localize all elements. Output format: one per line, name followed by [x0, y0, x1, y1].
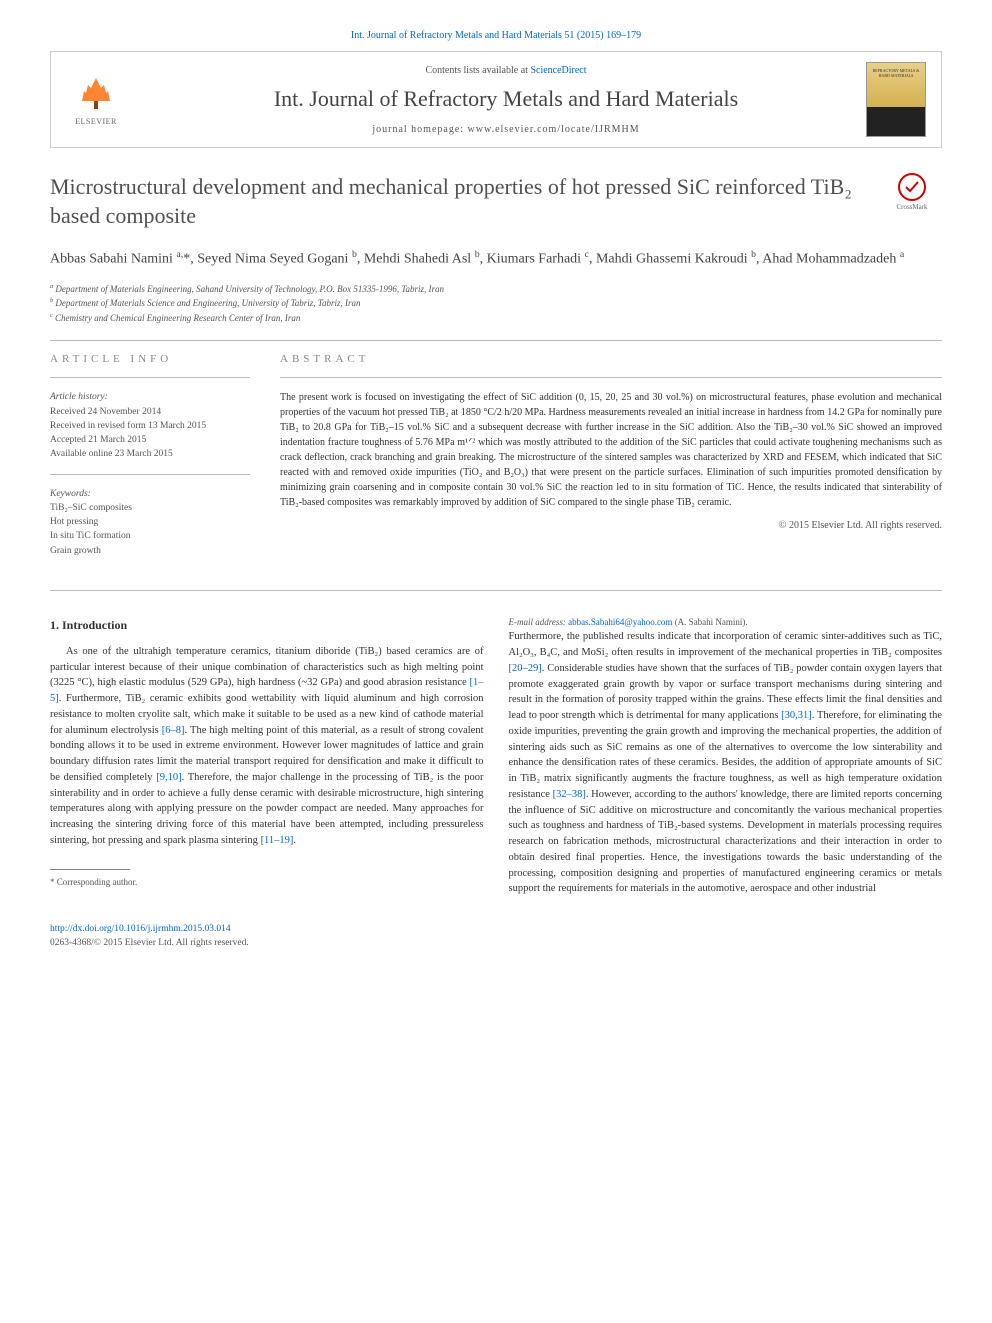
footnote-separator	[50, 869, 130, 870]
ref-link[interactable]: [20–29]	[509, 663, 542, 674]
history-item: Available online 23 March 2015	[50, 447, 250, 461]
journal-homepage: journal homepage: www.elsevier.com/locat…	[146, 124, 866, 135]
journal-cover: REFRACTORY METALS & HARD MATERIALS	[866, 62, 926, 137]
affiliation-a: Department of Materials Engineering, Sah…	[55, 284, 444, 294]
abstract-heading: abstract	[280, 353, 942, 365]
footer: http://dx.doi.org/10.1016/j.ijrmhm.2015.…	[50, 922, 942, 951]
homepage-url[interactable]: www.elsevier.com/locate/IJRMHM	[468, 124, 640, 135]
elsevier-label: ELSEVIER	[75, 117, 117, 126]
keywords-title: Keywords:	[50, 487, 250, 501]
ref-link[interactable]: [9,10]	[156, 772, 181, 783]
history-item: Received 24 November 2014	[50, 405, 250, 419]
keyword: Grain growth	[50, 544, 250, 558]
body-text: 1. Introduction As one of the ultrahigh …	[50, 616, 942, 897]
keyword: TiB₂–SiC composites	[50, 501, 250, 515]
history-title: Article history:	[50, 390, 250, 404]
keyword: Hot pressing	[50, 515, 250, 529]
contents-available: Contents lists available at ScienceDirec…	[146, 65, 866, 76]
journal-header: ELSEVIER Contents lists available at Sci…	[50, 51, 942, 148]
elsevier-tree-icon	[76, 73, 116, 113]
journal-name: Int. Journal of Refractory Metals and Ha…	[146, 86, 866, 112]
history-item: Accepted 21 March 2015	[50, 433, 250, 447]
crossmark-badge[interactable]: CrossMark	[882, 173, 942, 213]
article-info-heading: article info	[50, 353, 250, 365]
sciencedirect-link[interactable]: ScienceDirect	[530, 65, 586, 76]
history-item: Received in revised form 13 March 2015	[50, 419, 250, 433]
abstract: abstract The present work is focused on …	[280, 353, 942, 570]
affiliation-c: Chemistry and Chemical Engineering Resea…	[55, 313, 300, 323]
authors: Abbas Sabahi Namini a,*, Seyed Nima Seye…	[50, 248, 942, 270]
body-col1: As one of the ultrahigh temperature cera…	[50, 644, 484, 849]
ref-link[interactable]: [6–8]	[162, 725, 185, 736]
issn-copyright: 0263-4368/© 2015 Elsevier Ltd. All right…	[50, 936, 942, 950]
doi-link[interactable]: http://dx.doi.org/10.1016/j.ijrmhm.2015.…	[50, 924, 231, 934]
abstract-copyright: © 2015 Elsevier Ltd. All rights reserved…	[280, 520, 942, 531]
affiliation-b: Department of Materials Science and Engi…	[55, 298, 360, 308]
ref-link[interactable]: [32–38]	[553, 789, 586, 800]
ref-link[interactable]: [11–19]	[261, 835, 294, 846]
article-title: Microstructural development and mechanic…	[50, 173, 942, 230]
article-info: article info Article history: Received 2…	[50, 353, 250, 570]
keyword: In situ TiC formation	[50, 529, 250, 543]
ref-link[interactable]: [1–5]	[50, 677, 484, 704]
corresponding-email[interactable]: abbas.Sabahi64@yahoo.com	[568, 617, 672, 627]
body-col2: Furthermore, the published results indic…	[509, 629, 943, 897]
ref-link[interactable]: [30,31]	[781, 710, 812, 721]
crossmark-icon	[898, 173, 926, 201]
intro-heading: 1. Introduction	[50, 616, 484, 634]
elsevier-logo: ELSEVIER	[66, 65, 126, 135]
abstract-text: The present work is focused on investiga…	[280, 390, 942, 510]
journal-ref-link[interactable]: Int. Journal of Refractory Metals and Ha…	[50, 30, 942, 41]
affiliations: a Department of Materials Engineering, S…	[50, 282, 942, 326]
